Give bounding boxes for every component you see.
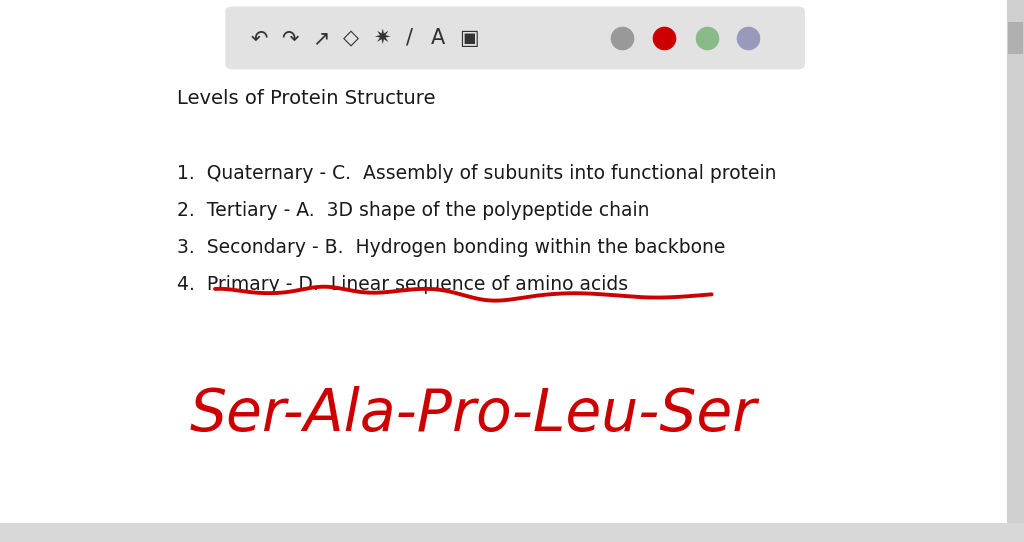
Bar — [1007, 0, 1024, 523]
Bar — [1008, 22, 1023, 54]
Text: 1.  Quaternary - C.  Assembly of subunits into functional protein: 1. Quaternary - C. Assembly of subunits … — [177, 164, 776, 183]
Bar — [0, 523, 1024, 542]
Text: ↷: ↷ — [281, 28, 299, 48]
Text: Levels of Protein Structure: Levels of Protein Structure — [177, 89, 435, 108]
Text: ▣: ▣ — [459, 28, 479, 48]
Text: ✷: ✷ — [373, 28, 391, 48]
Text: 3.  Secondary - B.  Hydrogen bonding within the backbone: 3. Secondary - B. Hydrogen bonding withi… — [177, 237, 726, 257]
Text: 4.  Primary - D.  Linear sequence of amino acids: 4. Primary - D. Linear sequence of amino… — [177, 274, 629, 294]
Text: ↶: ↶ — [250, 28, 268, 48]
Text: 2.  Tertiary - A.  3D shape of the polypeptide chain: 2. Tertiary - A. 3D shape of the polypep… — [177, 201, 649, 220]
Text: A: A — [431, 28, 445, 48]
Text: /: / — [407, 28, 413, 48]
FancyBboxPatch shape — [225, 7, 805, 69]
Text: ↗: ↗ — [311, 28, 330, 48]
Text: Ser-Ala-Pro-Leu-Ser: Ser-Ala-Pro-Leu-Ser — [189, 386, 757, 443]
Text: ◇: ◇ — [343, 28, 359, 48]
